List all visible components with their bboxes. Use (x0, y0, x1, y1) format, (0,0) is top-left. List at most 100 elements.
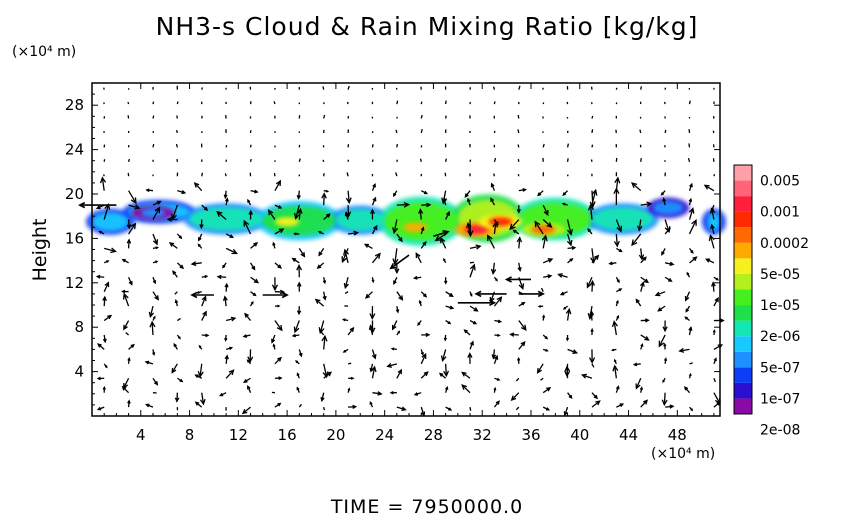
wind-vector-head (490, 268, 497, 275)
y-tick-label: 20 (65, 185, 84, 203)
wind-vector-head (448, 292, 454, 298)
wind-vector-head (590, 327, 594, 332)
wind-vector-head (566, 239, 573, 247)
wind-vector (663, 101, 666, 105)
wind-vector (615, 87, 618, 90)
wind-vector (396, 203, 409, 206)
wind-vector-head (684, 316, 688, 320)
wind-vector-head (537, 192, 542, 197)
wind-vector (469, 261, 474, 264)
wind-vector-head (126, 238, 132, 244)
wind-vector-head (341, 318, 346, 322)
wind-vector (323, 336, 326, 350)
wind-vector-head (587, 313, 594, 321)
wind-vector-head (295, 360, 299, 364)
wind-vector (224, 296, 227, 307)
wind-vector-head (369, 367, 374, 373)
wind-vector (631, 233, 642, 246)
wind-vector-head (130, 343, 135, 348)
wind-vector-head (616, 314, 620, 319)
wind-vector-head (714, 296, 719, 303)
wind-vector-head (426, 202, 432, 208)
wind-vector-head (247, 356, 254, 364)
wind-vector-head (661, 251, 665, 256)
time-label: TIME = 7950000.0 (330, 496, 524, 518)
wind-vector-head (509, 223, 516, 231)
wind-vector (493, 101, 496, 105)
wind-vector-head (196, 290, 200, 294)
wind-vector (295, 204, 300, 219)
wind-vector-head (202, 310, 207, 317)
wind-vector (415, 253, 422, 264)
wind-vector (420, 353, 427, 365)
wind-vector (201, 172, 204, 177)
wind-vector-head (386, 363, 392, 368)
wind-vector-head (152, 239, 159, 246)
wind-vector-head (686, 271, 690, 276)
wind-vector (558, 273, 568, 278)
wind-vector-head (267, 209, 274, 216)
wind-vector-head (438, 372, 444, 377)
wind-vector (664, 129, 667, 134)
wind-vector-head (277, 304, 281, 308)
wind-vector (420, 128, 423, 134)
wind-vector-head (645, 318, 650, 323)
wind-vector-head (198, 237, 202, 242)
wind-vector-head (669, 261, 675, 267)
wind-vector-strong-head (389, 263, 397, 270)
mixing-ratio-field (86, 194, 726, 246)
wind-vector-head (277, 402, 282, 407)
wind-vector (152, 233, 158, 245)
wind-vector (688, 208, 694, 220)
wind-vector-head (420, 226, 425, 231)
wind-vector-head (589, 357, 596, 364)
wind-vector-strong-head (537, 290, 545, 298)
wind-vector (371, 366, 376, 379)
wind-vector-head (516, 209, 521, 214)
wind-vector-head (415, 252, 421, 259)
wind-vector (420, 101, 423, 105)
wind-vector (635, 378, 642, 389)
wind-vector-head (662, 379, 665, 383)
wind-vector-head (300, 252, 306, 258)
wind-vector-head (615, 385, 620, 390)
wind-vector (685, 291, 691, 301)
wind-vector (177, 317, 181, 322)
wind-vector-head (345, 211, 352, 218)
wind-vector (712, 282, 715, 292)
wind-vector-head (635, 383, 641, 390)
wind-vector-head (418, 299, 422, 304)
wind-vector-head (708, 234, 715, 242)
wind-vector (493, 173, 496, 177)
wind-vector-head (177, 336, 181, 340)
wind-vector-head (389, 390, 394, 395)
x-tick-label: 4 (136, 426, 146, 444)
wind-vector-head (683, 386, 689, 391)
colorbar: 0.005 0.001 0.0002 5e-05 1e-05 2e-06 5e-07 1e-0… (733, 164, 809, 439)
wind-vector (613, 321, 617, 336)
wind-vector-head (276, 324, 283, 332)
wind-vector (347, 190, 350, 203)
colorbar-swatch (734, 320, 752, 337)
wind-vector (194, 182, 203, 192)
wind-vector-head (487, 234, 493, 242)
wind-vector-head (364, 293, 371, 299)
y-tick-label: 4 (74, 363, 84, 381)
wind-vector (679, 348, 690, 352)
chart-title: NH3-s Cloud & Rain Mixing Ratio [kg/kg] (155, 12, 699, 41)
wind-vector-head (121, 289, 126, 294)
wind-vector-head (377, 391, 383, 396)
wind-vector-head (631, 239, 638, 247)
wind-vector-head (218, 392, 224, 397)
wind-vector-head (248, 209, 253, 215)
wind-vector-head (546, 222, 553, 228)
wind-vector-head (705, 258, 711, 263)
wind-vector (640, 158, 642, 162)
wind-vector-head (534, 220, 541, 228)
wind-vector (250, 276, 259, 284)
wind-vector (274, 320, 283, 331)
wind-vector-head (692, 256, 698, 262)
wind-vector-head (242, 334, 248, 338)
wind-vector-head (587, 228, 591, 232)
wind-vector (444, 115, 447, 119)
